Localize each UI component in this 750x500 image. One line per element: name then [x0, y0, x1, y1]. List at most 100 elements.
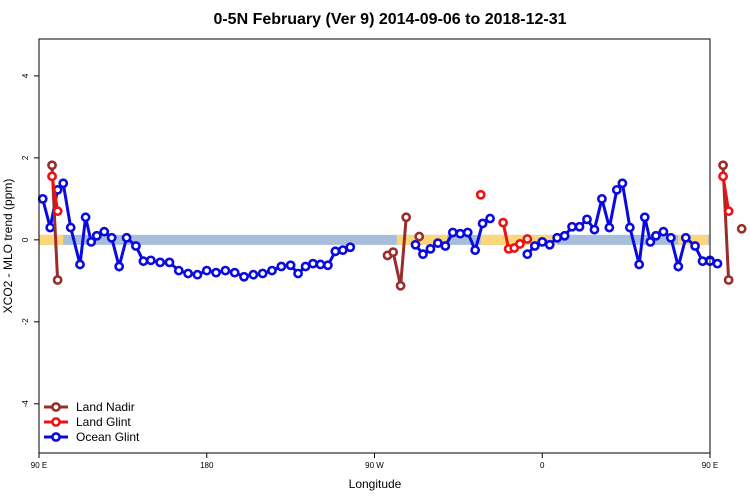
x-tick-label: 90 W — [365, 461, 384, 470]
data-point — [470, 245, 481, 255]
data-point — [447, 227, 458, 238]
data-point — [639, 212, 650, 223]
data-point — [58, 178, 69, 189]
data-point — [559, 230, 570, 241]
data-point — [91, 230, 102, 241]
x-tick-label: 90 E — [31, 461, 47, 470]
data-point — [712, 258, 723, 269]
data-point — [425, 243, 436, 254]
legend-marker — [51, 432, 61, 442]
data-point — [52, 275, 63, 285]
data-point — [99, 226, 110, 237]
data-point — [145, 255, 156, 266]
chart-title: 0-5N February (Ver 9) 2014-09-06 to 2018… — [213, 11, 566, 28]
data-point — [414, 231, 425, 242]
data-point — [47, 171, 57, 182]
data-point — [293, 268, 303, 279]
data-point — [537, 237, 548, 247]
legend-label: Land Nadir — [76, 400, 135, 414]
data-point — [345, 242, 356, 253]
data-point — [718, 160, 728, 171]
data-point — [723, 206, 734, 217]
x-tick-label: 0 — [540, 461, 545, 470]
data-point — [596, 193, 607, 204]
data-point — [47, 160, 57, 171]
x-tick-label: 90 E — [702, 461, 718, 470]
data-point — [155, 257, 166, 268]
data-point — [164, 257, 175, 268]
data-point — [45, 222, 56, 233]
data-point — [455, 228, 466, 239]
data-point — [300, 261, 311, 272]
data-point — [617, 178, 628, 189]
data-point — [432, 238, 443, 249]
data-point — [680, 232, 691, 243]
data-point — [645, 237, 656, 247]
data-point — [86, 237, 97, 247]
y-axis-label: XCO2 - MLO trend (ppm) — [1, 179, 15, 314]
data-point — [624, 222, 635, 233]
series-ocean-glint — [37, 178, 723, 282]
data-point — [192, 269, 203, 280]
data-point — [395, 280, 406, 291]
data-point — [475, 189, 486, 200]
data-point — [330, 246, 341, 257]
data-point — [697, 256, 708, 267]
data-point — [276, 261, 287, 272]
data-point — [529, 241, 540, 251]
legend-label: Ocean Glint — [76, 430, 140, 444]
legend-item: Land Nadir — [44, 400, 135, 414]
data-point — [285, 260, 296, 271]
y-tick-label: 2 — [21, 155, 30, 160]
legend-marker — [51, 402, 61, 412]
data-point — [665, 232, 676, 243]
y-axis: -4 -2 0 2 4 — [21, 73, 39, 407]
y-tick-label: -4 — [21, 400, 30, 408]
data-point — [514, 239, 525, 249]
series-line — [526, 179, 711, 273]
legend-item: Ocean Glint — [44, 430, 140, 444]
y-tick-label: 0 — [21, 237, 30, 242]
series-land-glint — [47, 171, 734, 254]
data-point — [248, 269, 259, 280]
data-point — [106, 232, 117, 243]
data-point — [257, 268, 268, 279]
x-axis-label: Longitude — [349, 477, 402, 491]
series-line — [50, 176, 60, 212]
series-line — [721, 176, 731, 212]
data-point — [65, 222, 76, 233]
data-point — [315, 259, 326, 270]
data-point — [220, 265, 231, 276]
data-point — [323, 260, 333, 271]
data-point — [173, 265, 184, 276]
data-point — [308, 258, 318, 269]
data-point — [582, 214, 592, 225]
series-layer — [37, 160, 747, 291]
data-point — [440, 241, 451, 251]
data-point — [522, 234, 533, 244]
data-point — [337, 245, 348, 255]
legend-item: Land Glint — [44, 415, 131, 429]
data-point — [567, 221, 577, 232]
data-point — [604, 222, 615, 233]
x-tick-label: 180 — [200, 461, 214, 470]
data-point — [736, 223, 747, 234]
data-point — [121, 232, 132, 243]
legend-marker — [51, 417, 61, 427]
data-point — [634, 259, 645, 270]
data-point — [544, 239, 555, 250]
data-point — [138, 256, 149, 267]
y-tick-label: 4 — [21, 73, 30, 78]
series-land-nadir — [47, 160, 747, 291]
data-point — [611, 184, 622, 195]
data-point — [37, 193, 48, 204]
data-point — [410, 239, 421, 250]
data-point — [211, 267, 221, 278]
data-point — [131, 241, 141, 251]
data-point — [673, 261, 684, 272]
data-point — [239, 271, 249, 282]
data-point — [477, 218, 488, 229]
data-point — [114, 261, 125, 272]
